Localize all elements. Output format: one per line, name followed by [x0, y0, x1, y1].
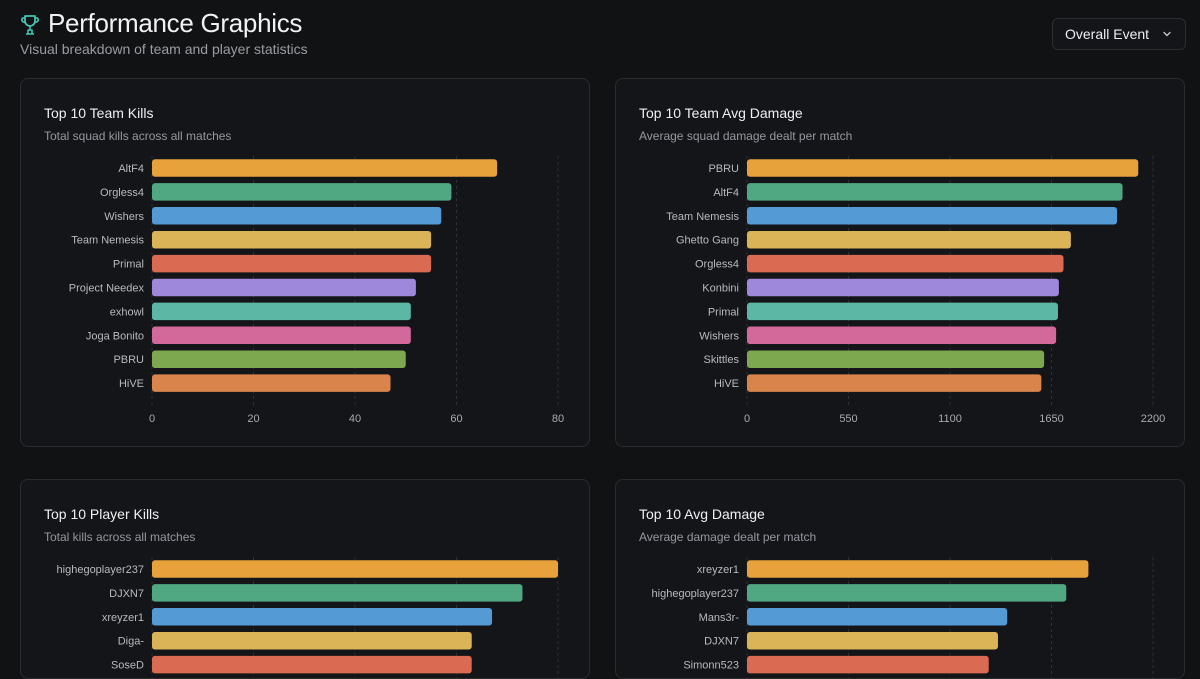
tick-label: 80 — [552, 413, 564, 425]
category-label: Orgless4 — [100, 187, 144, 199]
bar[interactable] — [152, 631, 472, 650]
category-label: highegoplayer237 — [57, 564, 144, 576]
tick-label: 40 — [349, 413, 361, 425]
bar[interactable] — [152, 655, 472, 674]
team-kills-chart: AltF4 Orgless4 Wishers Team Nemesis Primal Pr… — [69, 156, 564, 425]
event-filter-select[interactable]: Overall Event — [1052, 18, 1186, 50]
category-label: Wishers — [699, 330, 739, 342]
bar[interactable] — [747, 655, 989, 674]
bar[interactable] — [152, 326, 411, 345]
category-label: Skittles — [704, 354, 740, 366]
bar[interactable] — [152, 374, 391, 392]
category-label: Orgless4 — [695, 259, 739, 271]
player-avg-damage-card: Top 10 Avg Damage Average damage dealt p… — [615, 479, 1185, 679]
chart-title: Top 10 Player Kills — [44, 506, 160, 522]
category-label: AltF4 — [118, 163, 144, 175]
page-subtitle: Visual breakdown of team and player stat… — [20, 41, 308, 57]
page-header: Performance Graphics Visual breakdown of… — [20, 8, 308, 57]
tick-label: 0 — [149, 413, 155, 425]
chart-subtitle: Average squad damage dealt per match — [639, 129, 853, 143]
bar[interactable] — [747, 608, 1008, 626]
category-label: xreyzer1 — [102, 612, 144, 624]
category-label: Primal — [113, 259, 144, 271]
category-label: HiVE — [714, 378, 739, 390]
category-label: PBRU — [708, 163, 739, 175]
bar[interactable] — [152, 159, 498, 177]
chevron-down-icon — [1163, 31, 1171, 37]
category-label: Team Nemesis — [666, 211, 739, 223]
tick-label: 20 — [247, 413, 259, 425]
category-label: HiVE — [119, 378, 144, 390]
category-label: Ghetto Gang — [676, 235, 739, 247]
category-label: Konbini — [702, 283, 739, 295]
category-label: exhowl — [110, 306, 144, 318]
bar[interactable] — [747, 278, 1059, 297]
bar[interactable] — [747, 230, 1071, 249]
category-label: PBRU — [113, 354, 144, 366]
chart-title: Top 10 Team Kills — [44, 105, 154, 121]
tick-label: 2200 — [1141, 413, 1165, 425]
bar[interactable] — [152, 183, 452, 201]
bar[interactable] — [152, 302, 411, 321]
chart-subtitle: Total kills across all matches — [44, 530, 196, 544]
bar[interactable] — [747, 374, 1042, 392]
tick-label: 1650 — [1039, 413, 1063, 425]
category-label: Mans3r- — [699, 612, 740, 624]
team-kills-card: Top 10 Team Kills Total squad kills acro… — [20, 78, 590, 447]
bar[interactable] — [152, 584, 523, 602]
bar[interactable] — [747, 302, 1058, 321]
bar[interactable] — [747, 207, 1118, 225]
category-label: highegoplayer237 — [652, 588, 739, 600]
bar[interactable] — [747, 631, 998, 650]
bar[interactable] — [152, 207, 442, 225]
bar[interactable] — [152, 608, 493, 626]
team-avg-damage-chart: PBRU AltF4 Team Nemesis Ghetto Gang Orgless4… — [666, 156, 1165, 425]
category-label: Joga Bonito — [86, 330, 144, 342]
category-label: DJXN7 — [704, 636, 739, 648]
category-label: Team Nemesis — [71, 235, 144, 247]
bar[interactable] — [747, 159, 1139, 177]
category-label: AltF4 — [713, 187, 739, 199]
bar[interactable] — [152, 350, 406, 368]
chart-subtitle: Total squad kills across all matches — [44, 129, 232, 143]
category-label: Project Needex — [69, 283, 145, 295]
tick-label: 1100 — [938, 413, 962, 425]
team-avg-damage-card: Top 10 Team Avg Damage Average squad dam… — [615, 78, 1185, 447]
bar[interactable] — [152, 278, 416, 297]
player-kills-card: Top 10 Player Kills Total kills across a… — [20, 479, 590, 679]
page-title: Performance Graphics — [48, 8, 303, 38]
bar[interactable] — [152, 230, 432, 249]
tick-label: 60 — [450, 413, 462, 425]
bar[interactable] — [747, 183, 1123, 201]
category-label: xreyzer1 — [697, 564, 739, 576]
tick-label: 0 — [744, 413, 750, 425]
bar[interactable] — [747, 560, 1089, 578]
player-avg-damage-chart: xreyzer1highegoplayer237Mans3r-DJXN7Simo… — [652, 557, 1154, 678]
tick-label: 550 — [839, 413, 857, 425]
category-label: Primal — [708, 306, 739, 318]
category-label: Wishers — [104, 211, 144, 223]
bar[interactable] — [152, 254, 432, 273]
event-filter-value: Overall Event — [1065, 26, 1150, 42]
bar[interactable] — [747, 326, 1057, 345]
bar[interactable] — [152, 560, 558, 578]
category-label: Diga- — [118, 636, 145, 648]
bar[interactable] — [747, 254, 1064, 273]
bar[interactable] — [747, 350, 1045, 368]
category-label: DJXN7 — [109, 588, 144, 600]
chart-subtitle: Average damage dealt per match — [639, 530, 817, 544]
trophy-icon — [21, 15, 39, 35]
chart-title: Top 10 Team Avg Damage — [639, 105, 803, 121]
bar[interactable] — [747, 584, 1067, 602]
chart-title: Top 10 Avg Damage — [639, 506, 765, 522]
